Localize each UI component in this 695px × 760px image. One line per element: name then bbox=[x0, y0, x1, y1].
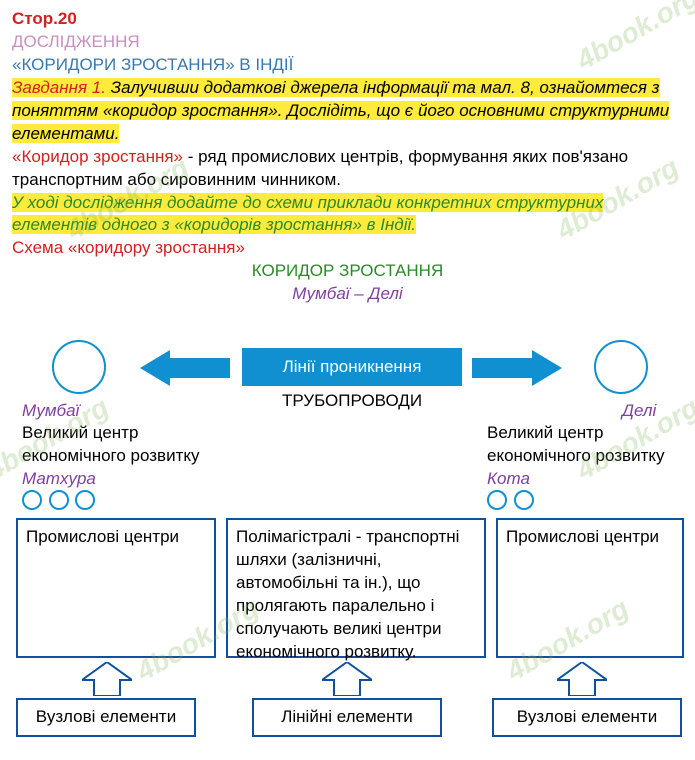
task-block: Завдання 1. Залучивши додаткові джерела … bbox=[12, 77, 683, 146]
small-circles-right bbox=[487, 490, 536, 517]
node-circle-left bbox=[52, 340, 106, 394]
center-desc-left: Великий центр економічного розвитку bbox=[22, 422, 222, 468]
definition-block: «Коридор зростання» - ряд промислових це… bbox=[12, 146, 683, 192]
page-reference: Стор.20 bbox=[12, 8, 683, 31]
node-circle-right bbox=[594, 340, 648, 394]
topic-title: «КОРИДОРИ ЗРОСТАННЯ» В ІНДІЇ bbox=[12, 54, 683, 77]
mid-box-left: Промислові центри bbox=[16, 518, 216, 658]
task-label: Завдання 1. bbox=[12, 78, 106, 97]
arrow-right-icon bbox=[472, 350, 562, 386]
small-circle-icon bbox=[49, 490, 69, 510]
small-circles-left bbox=[22, 490, 97, 517]
city-right-label: Делі bbox=[622, 400, 656, 423]
mid-box-center: Полімагістралі - транспортні шляхи (залі… bbox=[226, 518, 486, 658]
subcity-right-label: Кота bbox=[487, 468, 530, 491]
center-desc-right: Великий центр економічного розвитку bbox=[487, 422, 687, 468]
mid-box-right: Промислові центри bbox=[496, 518, 684, 658]
diagram-container: Лінії проникнення ТРУБОПРОВОДИ Мумбаї Де… bbox=[12, 310, 683, 760]
subcity-left-label: Матхура bbox=[22, 468, 96, 491]
task-text: Залучивши додаткові джерела інформації т… bbox=[12, 78, 669, 143]
pipelines-label: ТРУБОПРОВОДИ bbox=[242, 390, 462, 413]
route-label: Мумбаї – Делі bbox=[12, 283, 683, 306]
up-arrow-icon bbox=[557, 662, 607, 696]
scheme-label: Схема «коридору зростання» bbox=[12, 237, 683, 260]
corridor-title: КОРИДОР ЗРОСТАННЯ bbox=[12, 260, 683, 283]
bottom-box-left: Вузлові елементи bbox=[16, 698, 196, 737]
up-arrow-icon bbox=[322, 662, 372, 696]
bottom-box-right: Вузлові елементи bbox=[492, 698, 682, 737]
small-circle-icon bbox=[514, 490, 534, 510]
small-circle-icon bbox=[22, 490, 42, 510]
definition-term: «Коридор зростання» bbox=[12, 147, 183, 166]
center-box: Лінії проникнення bbox=[242, 348, 462, 386]
instruction-block: У ході дослідження додайте до схеми прик… bbox=[12, 192, 683, 238]
arrow-left-icon bbox=[140, 350, 230, 386]
small-circle-icon bbox=[487, 490, 507, 510]
research-label: ДОСЛІДЖЕННЯ bbox=[12, 31, 683, 54]
bottom-box-center: Лінійні елементи bbox=[252, 698, 442, 737]
small-circle-icon bbox=[75, 490, 95, 510]
up-arrow-icon bbox=[82, 662, 132, 696]
city-left-label: Мумбаї bbox=[22, 400, 79, 423]
instruction-text: У ході дослідження додайте до схеми прик… bbox=[12, 193, 603, 235]
